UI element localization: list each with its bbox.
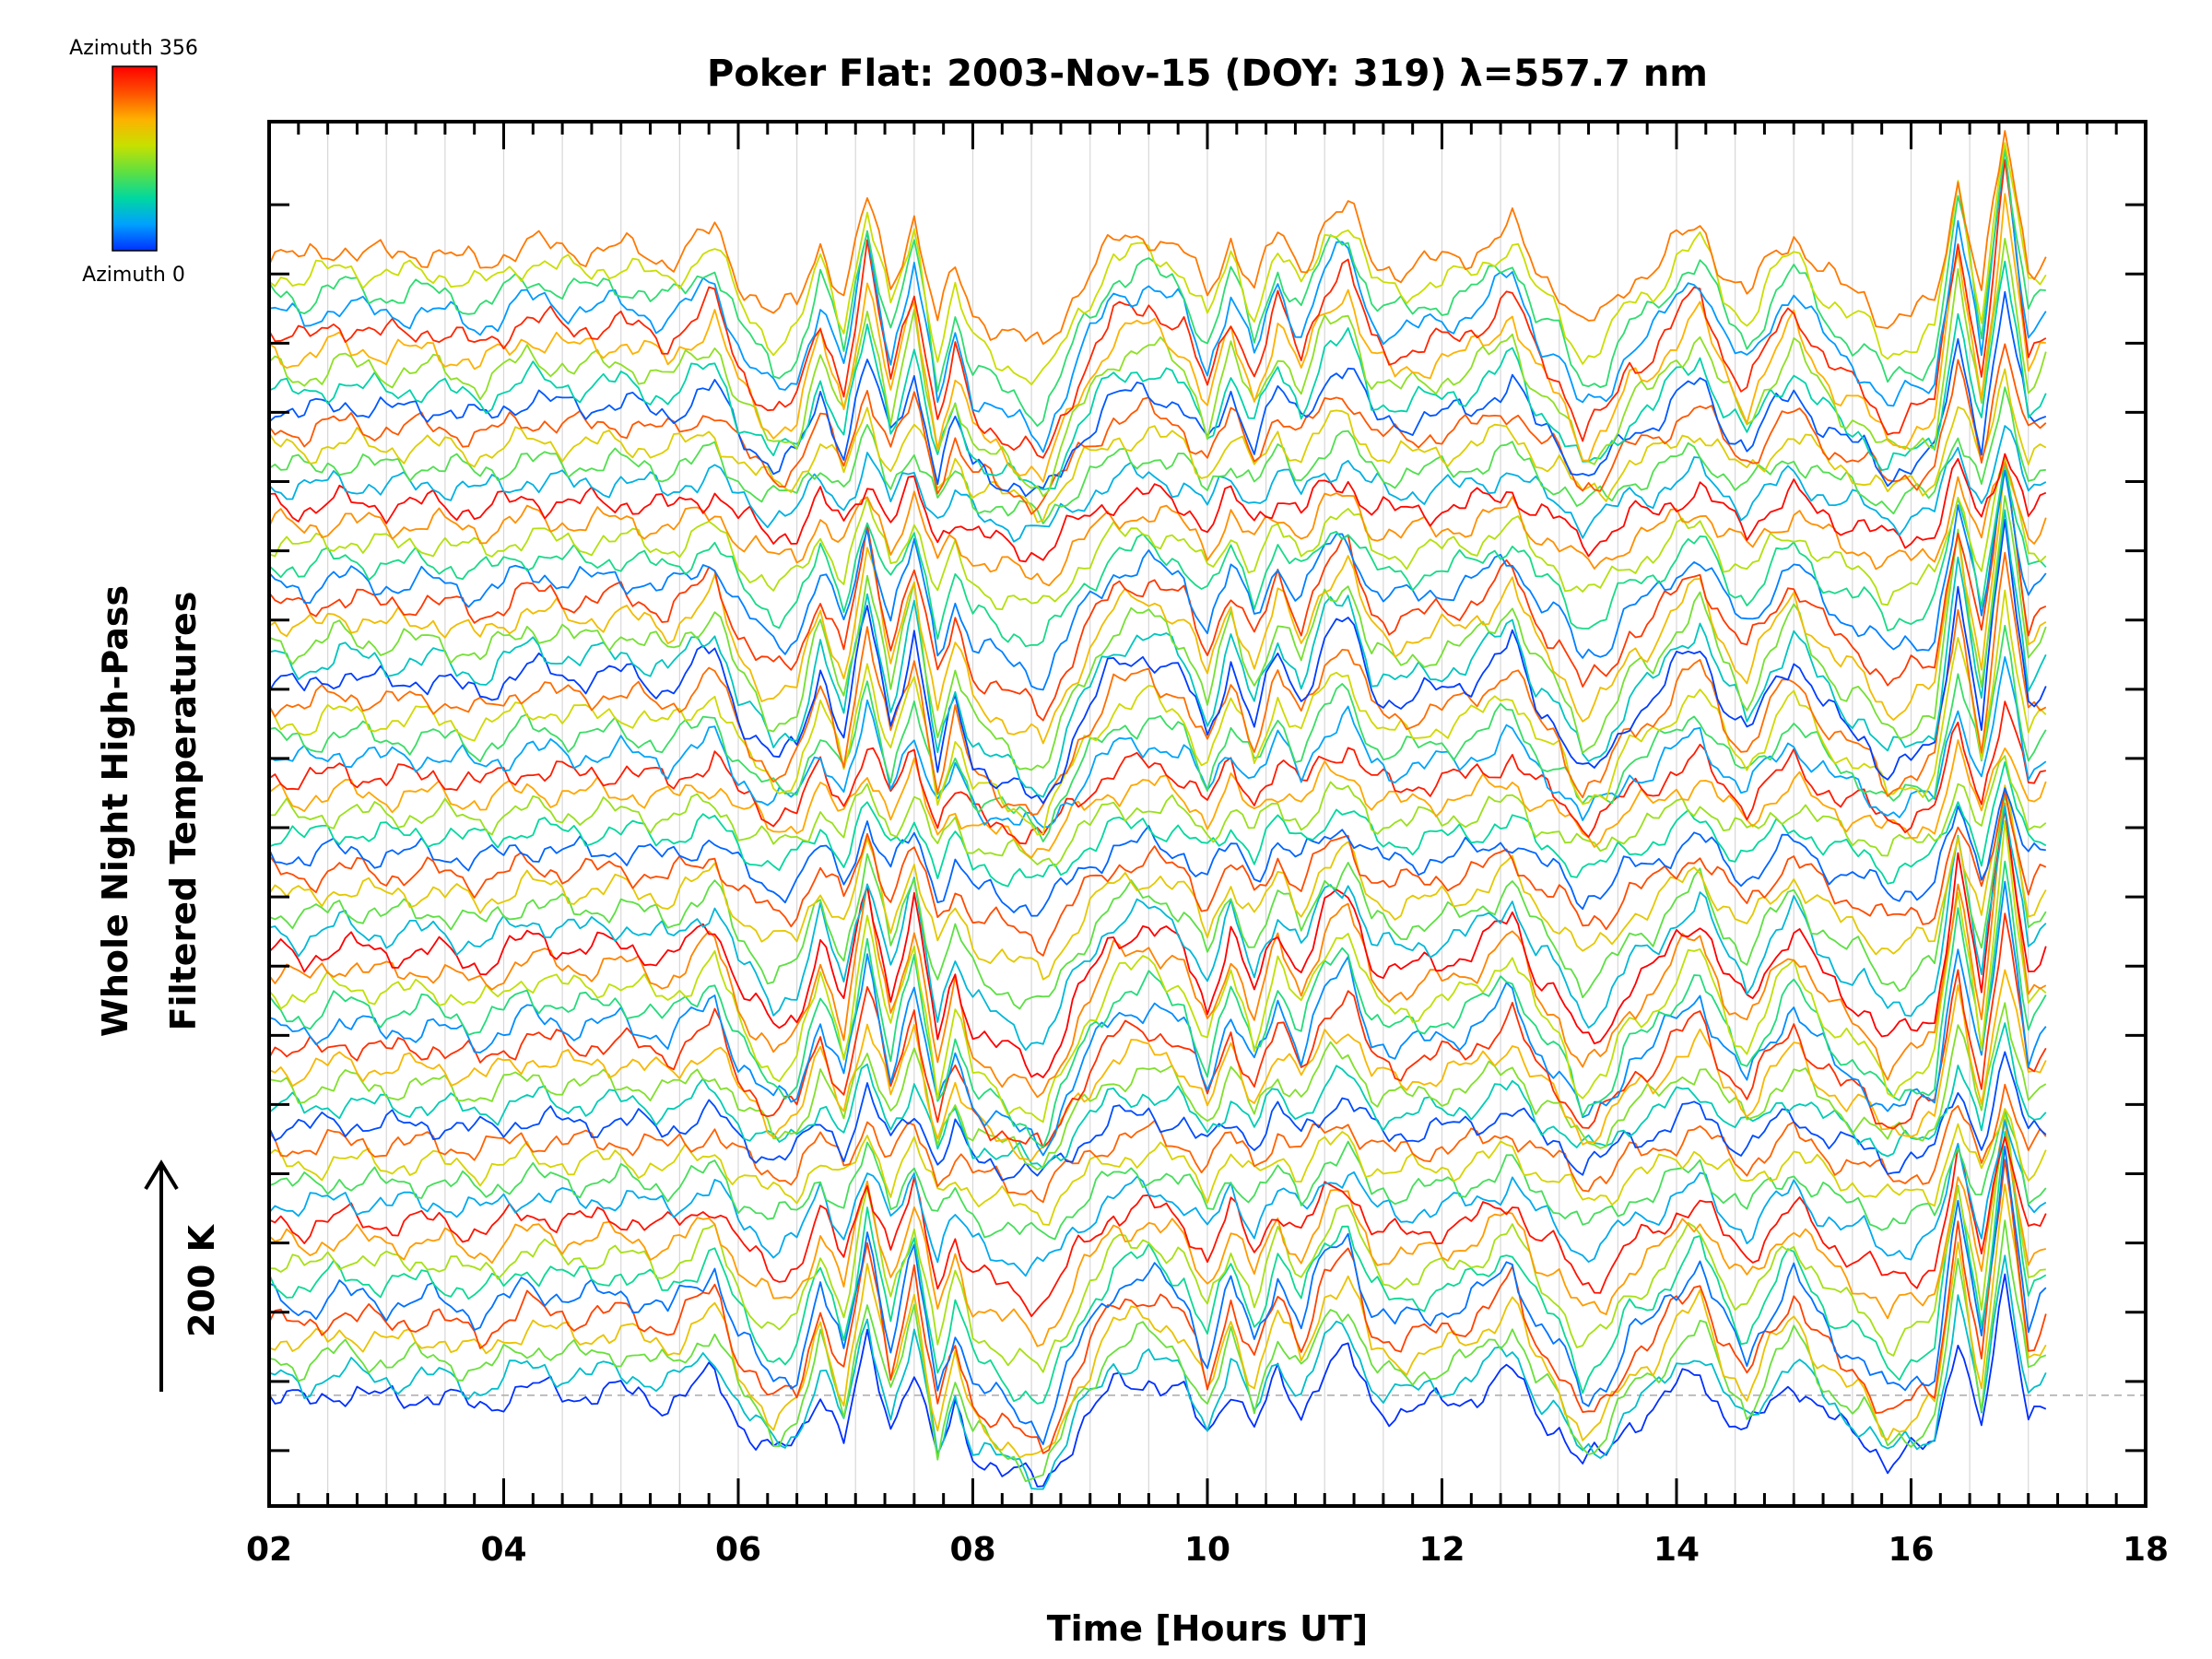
series-line — [269, 761, 2047, 888]
series-line — [269, 519, 2047, 805]
series-line — [269, 425, 2047, 543]
series-line — [269, 1219, 2047, 1483]
gridlines — [327, 122, 2088, 1506]
x-tick-label: 08 — [949, 1531, 995, 1569]
series-line — [269, 193, 2046, 483]
series-line — [269, 453, 2047, 563]
series-line — [269, 460, 2047, 745]
series-line — [269, 551, 2047, 816]
series-line — [269, 860, 2047, 1148]
series-line — [269, 808, 2047, 1078]
series-line — [269, 912, 2047, 1148]
series-line — [269, 1109, 2046, 1373]
colorbar-bottom-label: Azimuth 0 — [82, 264, 185, 287]
series-line — [269, 260, 2047, 491]
series-line — [269, 237, 2047, 498]
series-line — [269, 1254, 2047, 1490]
chart-title: Poker Flat: 2003-Nov-15 (DOY: 319) λ=557… — [707, 53, 1708, 95]
series-line — [269, 789, 2047, 957]
series-line — [269, 1120, 2047, 1277]
series-line — [269, 461, 2047, 587]
series-line — [269, 159, 2047, 459]
series-line — [269, 147, 2046, 428]
colorbar-legend: Azimuth 356 Azimuth 0 — [69, 37, 198, 287]
series-line — [269, 495, 2047, 771]
x-tick-label: 12 — [1418, 1531, 1465, 1569]
series-line — [269, 1159, 2047, 1454]
axis-ticks — [267, 122, 2147, 1506]
series-line — [269, 805, 2047, 1052]
series-line — [269, 1273, 2047, 1488]
series-line — [269, 969, 2047, 1162]
x-tick-label: 06 — [715, 1531, 761, 1569]
series-line — [269, 880, 2047, 1157]
series-line — [269, 1131, 2047, 1405]
x-tick-label: 16 — [1888, 1531, 1934, 1569]
series-line — [269, 787, 2046, 917]
x-tick-label: 02 — [246, 1531, 292, 1569]
series-line — [269, 700, 2046, 845]
series-line — [269, 755, 2047, 867]
series-line — [269, 1136, 2047, 1318]
series-line — [269, 1146, 2047, 1445]
series-line — [269, 656, 2047, 829]
colorbar — [112, 65, 158, 252]
series-line — [269, 1110, 2047, 1241]
x-tick-label: 10 — [1184, 1531, 1230, 1569]
series-line — [269, 1108, 2047, 1226]
series-line — [269, 1051, 2047, 1182]
series-line — [269, 386, 2046, 524]
series-group — [269, 130, 2047, 1490]
x-tick-label: 18 — [2123, 1531, 2169, 1569]
series-line — [269, 147, 2047, 453]
colorbar-top-label: Azimuth 356 — [69, 37, 198, 60]
series-line — [269, 130, 2047, 346]
y-axis-label-line2: Filtered Temperatures — [163, 592, 204, 1031]
series-line — [269, 469, 2047, 691]
series-line — [269, 290, 2047, 498]
x-tick-label: 14 — [1653, 1531, 1700, 1569]
series-line — [269, 509, 2047, 798]
series-line — [269, 589, 2047, 836]
series-line — [269, 142, 2047, 386]
x-axis-label: Time [Hours UT] — [1047, 1608, 1369, 1649]
scale-label: 200 K — [182, 1223, 222, 1337]
series-line — [269, 820, 2047, 1124]
y-axis-label-line1: Whole Night High-Pass — [95, 585, 135, 1037]
series-line — [269, 343, 2047, 515]
series-line — [269, 802, 2047, 1099]
series-line — [269, 1118, 2047, 1347]
series-line — [269, 784, 2047, 981]
series-line — [269, 457, 2047, 610]
scale-arrow — [144, 1159, 179, 1392]
series-line — [269, 739, 2047, 859]
series-line — [269, 1183, 2047, 1459]
series-line — [269, 460, 2047, 648]
x-tick-label: 04 — [480, 1531, 526, 1569]
series-line — [269, 457, 2047, 722]
series-line — [269, 368, 2047, 524]
series-line — [269, 1002, 2047, 1171]
x-tick-labels: 02 04 06 08 10 12 14 16 18 — [246, 1531, 2169, 1569]
